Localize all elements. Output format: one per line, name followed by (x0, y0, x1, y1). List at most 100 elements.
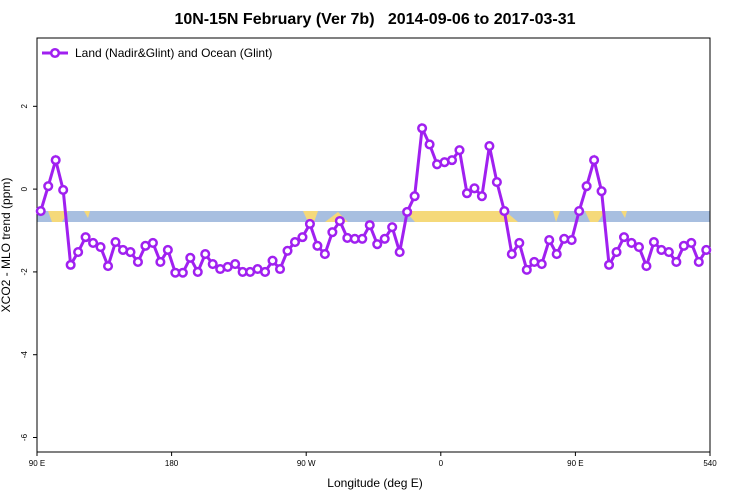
point (177, 267, 188, 278)
point (387, 222, 398, 233)
point (671, 256, 682, 268)
point (641, 261, 652, 272)
x-tick-label: 90 W (297, 459, 316, 468)
point (574, 206, 585, 217)
point (267, 255, 278, 266)
point (297, 232, 308, 243)
y-tick-label: -4 (20, 351, 29, 359)
point (58, 184, 69, 195)
x-tick-label: 0 (439, 459, 444, 468)
point (304, 218, 315, 229)
point (484, 141, 495, 152)
point (648, 237, 659, 248)
point (402, 206, 413, 217)
point (35, 206, 46, 217)
point (43, 181, 54, 192)
point (506, 249, 517, 260)
point (312, 240, 323, 251)
point (686, 237, 697, 248)
point (327, 227, 338, 238)
point (618, 232, 630, 243)
point (499, 206, 510, 217)
point (125, 246, 136, 258)
point (282, 245, 293, 256)
point (200, 249, 211, 260)
point (589, 155, 600, 166)
point (461, 188, 473, 199)
point (491, 177, 502, 188)
x-tick-label: 540 (703, 459, 717, 468)
point (50, 155, 61, 166)
point (544, 234, 555, 246)
point (289, 237, 301, 248)
point (88, 237, 99, 248)
point (611, 246, 622, 258)
point (230, 258, 241, 270)
point (162, 244, 173, 256)
plot-frame (36, 37, 711, 453)
legend-marker (49, 47, 61, 59)
point (334, 215, 345, 227)
x-tick-label: 90 E (567, 459, 583, 468)
point (626, 237, 637, 248)
point (80, 232, 91, 243)
point (469, 183, 480, 194)
point (274, 263, 286, 275)
point (379, 233, 390, 244)
y-tick-label: 0 (20, 186, 29, 191)
point (551, 249, 562, 260)
point (581, 181, 592, 192)
band-yellow (585, 211, 605, 222)
point (147, 237, 158, 248)
point (207, 258, 218, 270)
point (409, 191, 420, 202)
point (663, 246, 674, 258)
band-blue (37, 211, 710, 222)
y-tick-label: -6 (20, 433, 29, 441)
point (364, 220, 375, 231)
point (132, 256, 143, 268)
y-tick-label: 2 (20, 104, 29, 109)
point (446, 155, 458, 166)
point (417, 123, 428, 134)
point (65, 259, 76, 270)
point (102, 261, 114, 272)
point (701, 244, 712, 256)
point (394, 246, 405, 258)
band-yellow (621, 211, 627, 218)
point (514, 237, 525, 248)
point (95, 242, 106, 253)
x-tick-label: 90 E (29, 459, 45, 468)
legend-label: Land (Nadir&Glint) and Ocean (Glint) (75, 46, 272, 60)
band-yellow (405, 211, 518, 222)
band-yellow (303, 211, 318, 222)
point (372, 239, 383, 250)
point (73, 246, 84, 258)
point (476, 191, 487, 202)
point (521, 264, 532, 275)
point (260, 266, 271, 277)
point (424, 139, 435, 150)
point (693, 256, 704, 268)
x-axis-label: Longitude (deg E) (327, 476, 422, 490)
point (566, 234, 577, 246)
x-tick-label: 180 (165, 459, 179, 468)
point (596, 186, 607, 197)
band-yellow (553, 211, 560, 222)
point (536, 258, 547, 270)
y-axis-label: XCO2 - MLO trend (ppm) (0, 178, 13, 313)
point (454, 145, 465, 156)
point (604, 259, 615, 270)
band (37, 211, 710, 222)
band-yellow (48, 211, 68, 222)
point (155, 256, 166, 268)
chart-title: 10N-15N February (Ver 7b) 2014-09-06 to … (174, 11, 575, 28)
point (319, 249, 330, 260)
point (185, 252, 196, 263)
point (110, 237, 121, 248)
point (357, 233, 368, 244)
point (192, 266, 203, 277)
y-tick-label: -2 (20, 268, 29, 276)
point (633, 242, 645, 253)
